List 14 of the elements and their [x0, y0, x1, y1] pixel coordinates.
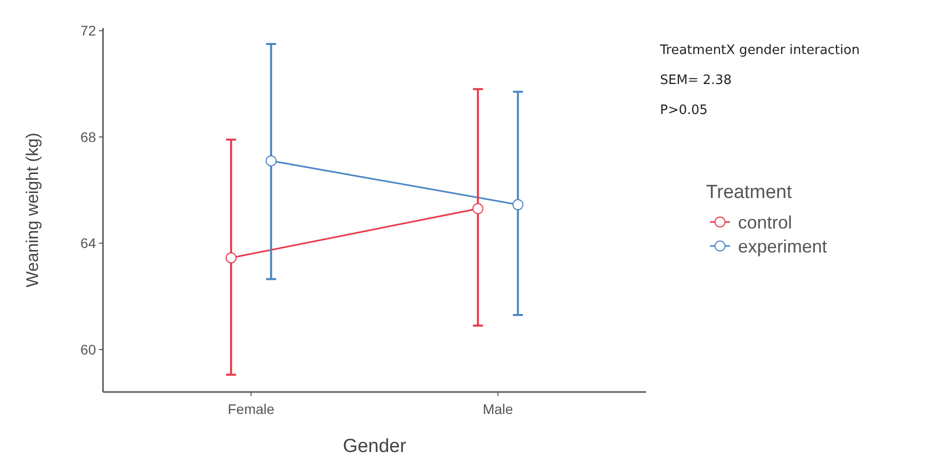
- y-axis-title: Weaning weight (kg): [23, 132, 42, 288]
- y-tick-label: 72: [80, 22, 96, 39]
- legend-label: experiment: [738, 236, 828, 256]
- legend-title: Treatment: [706, 182, 793, 203]
- y-tick-label: 64: [80, 235, 96, 252]
- text: SEM= 2.38: [660, 73, 732, 88]
- y-tick-label: 60: [80, 341, 96, 358]
- text: P>0.05: [660, 103, 708, 118]
- legend-label: control: [738, 212, 792, 232]
- y-tick-label: 68: [80, 128, 96, 145]
- x-tick-label: Male: [482, 401, 514, 417]
- x-axis-title: Gender: [342, 436, 407, 457]
- text: TreatmentX gender interaction: [659, 43, 860, 58]
- x-tick-label: Female: [228, 401, 275, 417]
